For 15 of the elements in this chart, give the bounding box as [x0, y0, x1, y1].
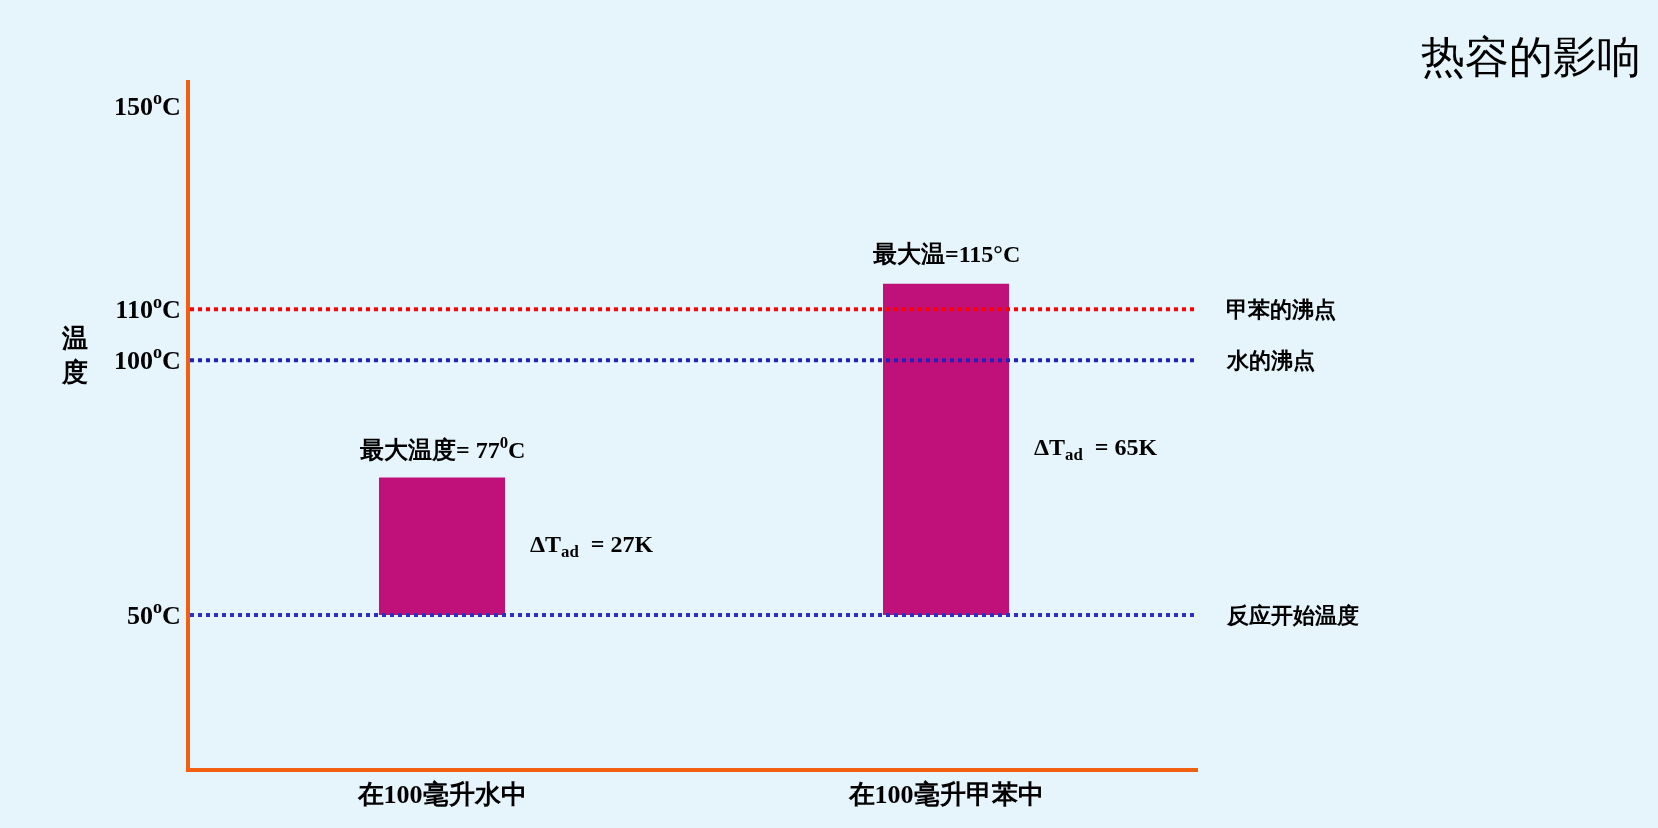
- x-tick-label: 在100毫升水中: [356, 780, 527, 810]
- ref-line-label: 反应开始温度: [1226, 603, 1359, 628]
- y-tick-label: 150$^{o}$C: [113, 87, 181, 121]
- annotation: 最大温=115°C: [872, 241, 1021, 267]
- y-tick-label: 50$^{o}$C: [126, 597, 181, 631]
- x-tick-label: 在100毫升甲苯中: [847, 780, 1044, 810]
- y-tick-label: 100$^{o}$C: [113, 342, 181, 376]
- text: 热容的影响: [1421, 31, 1642, 83]
- y-axis-title: 温度: [61, 324, 88, 387]
- annotation: 最大温度= 77$^{0}$C: [359, 433, 526, 464]
- ref-line-label: 水的沸点: [1226, 348, 1315, 373]
- annotation: ΔT$_{ad}$ = 27K: [530, 531, 654, 562]
- y-tick-label: 110$^{o}$C: [115, 291, 181, 325]
- ref-line-label: 甲苯的沸点: [1226, 297, 1336, 322]
- annotation: ΔT$_{ad}$ = 65K: [1034, 434, 1158, 465]
